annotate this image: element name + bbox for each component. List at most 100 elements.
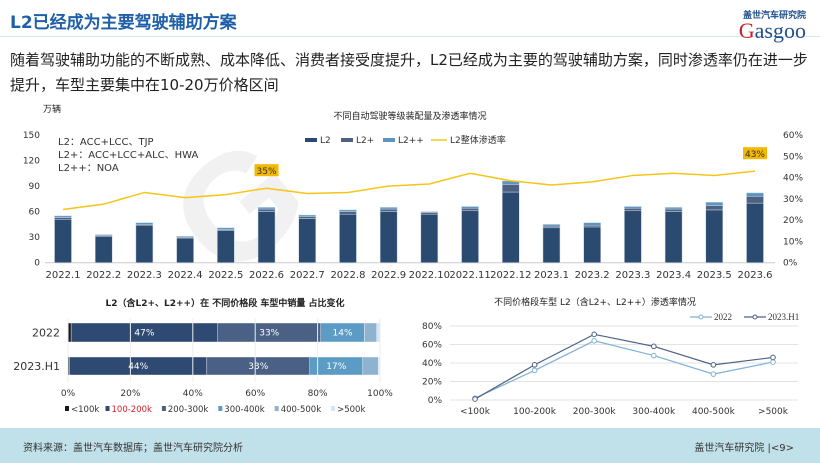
y-tick-label: 30 bbox=[29, 233, 41, 243]
legend-swatch bbox=[161, 406, 166, 411]
x-tick-label: 2022.3 bbox=[127, 270, 162, 281]
legend-marker bbox=[752, 314, 758, 320]
note-l2: L2：ACC+LCC、TJP bbox=[58, 137, 154, 148]
segment-label: 17% bbox=[326, 362, 346, 372]
y-tick-label: 60% bbox=[422, 341, 442, 351]
bar-l2 bbox=[664, 211, 683, 263]
y-tick-label: 60 bbox=[29, 208, 41, 218]
bar-l2plus bbox=[542, 225, 561, 229]
segment-label: 14% bbox=[333, 329, 353, 339]
bar-l2 bbox=[746, 202, 764, 263]
bar-l2plus bbox=[502, 184, 520, 193]
bar-l2plus bbox=[746, 196, 764, 204]
y2-tick-label: 60% bbox=[783, 131, 803, 141]
data-point bbox=[651, 352, 657, 359]
x-tick-label: 0% bbox=[61, 389, 76, 399]
bar-l2plusplus bbox=[379, 207, 398, 210]
x-tick-label: 300-400k bbox=[632, 407, 676, 417]
segment-label: 33% bbox=[248, 362, 268, 372]
bar-l2 bbox=[339, 213, 357, 263]
data-point bbox=[710, 362, 717, 368]
legend-label: 300-400k bbox=[224, 405, 265, 415]
source-text: 资料来源：盖世汽车数据库；盖世汽车研究院分析 bbox=[23, 443, 243, 454]
bar-l2plusplus bbox=[217, 227, 235, 230]
bar-l2plusplus bbox=[542, 224, 561, 227]
bar-l2plusplus bbox=[746, 192, 764, 197]
x-tick-label: 20% bbox=[120, 389, 140, 399]
data-point bbox=[651, 343, 657, 350]
bar-l2plus bbox=[257, 208, 276, 212]
row-label: 2023.H1 bbox=[13, 360, 60, 373]
bar-l2plus bbox=[54, 217, 72, 220]
bar-l2 bbox=[705, 209, 724, 263]
y2-tick-label: 40% bbox=[783, 174, 803, 184]
data-point bbox=[591, 338, 598, 344]
y-tick-label: 0 bbox=[34, 259, 40, 269]
bar-l2plusplus bbox=[705, 202, 724, 206]
bar-l2plus bbox=[705, 205, 724, 211]
segment-label: 47% bbox=[134, 329, 154, 339]
x-tick-label: 2022.8 bbox=[330, 270, 365, 281]
x-tick-label: 2022.10 bbox=[409, 270, 450, 281]
x-tick-label: 2022.6 bbox=[249, 270, 284, 281]
gasgoo-logo: 盖世汽车研究院 Gasgoo bbox=[738, 8, 806, 43]
legend-label: L2+ bbox=[356, 136, 374, 146]
y2-tick-label: 50% bbox=[783, 152, 803, 162]
bar-l2 bbox=[461, 210, 479, 263]
x-tick-label: 2023.4 bbox=[656, 270, 691, 281]
chart1-title: 不同自动驾驶等级装配量及渗透率情况 bbox=[333, 110, 486, 122]
x-tick-label: 2022.7 bbox=[290, 270, 325, 281]
row-label: 2022 bbox=[32, 327, 60, 340]
logo-cn: 盖世汽车研究院 bbox=[742, 11, 806, 21]
bar-l2plusplus bbox=[624, 206, 642, 209]
x-tick-label: 2023.1 bbox=[534, 270, 569, 281]
y-tick-label: 0% bbox=[428, 396, 443, 406]
x-tick-label: 2022.11 bbox=[449, 270, 490, 281]
x-tick-label: 2022.5 bbox=[208, 270, 243, 281]
legend-label: L2++ bbox=[398, 136, 424, 146]
y-tick-label: 80% bbox=[422, 322, 442, 332]
bar-l2 bbox=[94, 236, 113, 263]
summary-paragraph: 随着驾驶辅助功能的不断成熟、成本降低、消费者接受度提升，L2已经成为主要的驾驶辅… bbox=[10, 51, 808, 94]
bar-l2plusplus bbox=[257, 207, 276, 210]
data-point bbox=[770, 354, 776, 361]
data-point bbox=[770, 359, 776, 365]
x-tick-label: <100k bbox=[460, 407, 491, 417]
bar-l2 bbox=[542, 227, 561, 263]
x-tick-label: 60% bbox=[245, 389, 265, 399]
line-2023.H1 bbox=[474, 333, 774, 400]
page-number: 盖世汽车研究院 |<9> bbox=[694, 443, 794, 454]
bar-l2 bbox=[54, 219, 72, 263]
rate-label: 35% bbox=[257, 167, 277, 177]
rate-label: 43% bbox=[745, 150, 765, 160]
penetration-rate-line bbox=[62, 170, 756, 211]
x-tick-label: 100% bbox=[367, 389, 393, 399]
y2-tick-label: 30% bbox=[783, 195, 803, 205]
legend-swatch bbox=[65, 406, 69, 411]
legend-swatch-l2 bbox=[305, 138, 317, 142]
chart1-ylabel: 万辆 bbox=[43, 103, 61, 115]
logo-en: Gasgoo bbox=[738, 18, 806, 43]
bar-l2 bbox=[135, 224, 154, 263]
stacked-segment bbox=[362, 356, 379, 376]
x-tick-label: 200-300k bbox=[573, 407, 617, 417]
y2-tick-label: 10% bbox=[783, 237, 803, 247]
x-tick-label: 2022.4 bbox=[168, 270, 203, 281]
rate-label-bg bbox=[743, 147, 767, 160]
page-title: L2已经成为主要驾驶辅助方案 bbox=[10, 13, 237, 33]
bar-l2plusplus bbox=[339, 209, 357, 212]
x-tick-label: 2023.5 bbox=[697, 270, 732, 281]
data-point bbox=[531, 362, 538, 368]
bar-l2plus bbox=[379, 208, 398, 212]
x-tick-label: 2022.9 bbox=[371, 270, 406, 281]
line-2022 bbox=[474, 340, 774, 399]
x-tick-label: 2023.3 bbox=[615, 270, 650, 281]
bar-l2plusplus bbox=[54, 215, 72, 218]
bar-l2 bbox=[176, 237, 194, 263]
bar-l2plus bbox=[583, 224, 601, 228]
bar-l2 bbox=[298, 218, 316, 263]
note-l2plusplus: L2++：NOA bbox=[58, 163, 119, 174]
bar-l2 bbox=[420, 213, 439, 263]
title-divider bbox=[0, 36, 820, 37]
